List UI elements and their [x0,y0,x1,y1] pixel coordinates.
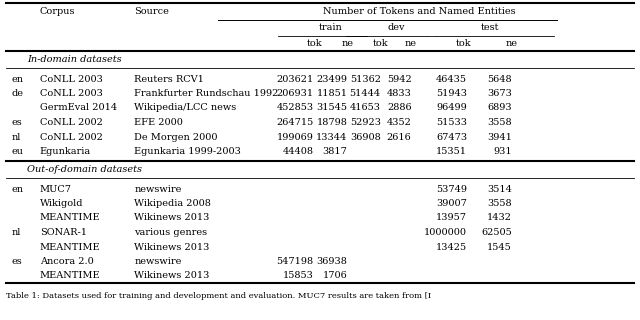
Text: MUC7: MUC7 [40,185,72,194]
Text: Source: Source [134,7,169,17]
Text: 51533: 51533 [436,118,467,127]
Text: MEANTIME: MEANTIME [40,243,100,252]
Text: ne: ne [404,38,416,47]
Text: 96499: 96499 [436,103,467,113]
Text: 547198: 547198 [276,257,314,266]
Text: 2886: 2886 [387,103,412,113]
Text: Wikinews 2013: Wikinews 2013 [134,243,210,252]
Text: 11851: 11851 [317,89,348,98]
Text: In-domain datasets: In-domain datasets [27,55,122,65]
Text: tok: tok [456,38,472,47]
Text: MEANTIME: MEANTIME [40,213,100,222]
Text: 3941: 3941 [487,132,512,141]
Text: 3817: 3817 [323,147,348,156]
Text: ne: ne [342,38,354,47]
Text: 452853: 452853 [276,103,314,113]
Text: 13425: 13425 [436,243,467,252]
Text: 15351: 15351 [436,147,467,156]
Text: 1432: 1432 [487,213,512,222]
Text: en: en [12,185,24,194]
Text: Out-of-domain datasets: Out-of-domain datasets [27,165,142,174]
Text: 6893: 6893 [488,103,512,113]
Text: de: de [12,89,24,98]
Text: various genres: various genres [134,228,207,237]
Text: 3514: 3514 [487,185,512,194]
Text: Wikinews 2013: Wikinews 2013 [134,271,210,281]
Text: Wikipedia/LCC news: Wikipedia/LCC news [134,103,237,113]
Text: 36938: 36938 [317,257,348,266]
Text: 53749: 53749 [436,185,467,194]
Text: 4352: 4352 [387,118,412,127]
Text: EFE 2000: EFE 2000 [134,118,183,127]
Text: Wikigold: Wikigold [40,199,83,208]
Text: dev: dev [387,23,405,33]
Text: 4833: 4833 [387,89,412,98]
Text: CoNLL 2002: CoNLL 2002 [40,118,102,127]
Text: tok: tok [372,38,388,47]
Text: 52923: 52923 [350,118,381,127]
Text: GermEval 2014: GermEval 2014 [40,103,117,113]
Text: 51444: 51444 [349,89,381,98]
Text: 199069: 199069 [276,132,314,141]
Text: 206931: 206931 [276,89,314,98]
Text: Corpus: Corpus [40,7,75,17]
Text: Egunkaria 1999-2003: Egunkaria 1999-2003 [134,147,241,156]
Text: newswire: newswire [134,185,182,194]
Text: 44408: 44408 [283,147,314,156]
Text: tok: tok [307,38,323,47]
Text: 46435: 46435 [436,75,467,84]
Text: 1545: 1545 [487,243,512,252]
Text: es: es [12,257,22,266]
Text: Table 1: Datasets used for training and development and evaluation. MUC7 results: Table 1: Datasets used for training and … [6,292,431,300]
Text: 1000000: 1000000 [424,228,467,237]
Text: MEANTIME: MEANTIME [40,271,100,281]
Text: 3558: 3558 [488,199,512,208]
Text: ne: ne [506,38,518,47]
Text: nl: nl [12,228,21,237]
Text: 3673: 3673 [487,89,512,98]
Text: 51362: 51362 [350,75,381,84]
Text: 67473: 67473 [436,132,467,141]
Text: Ancora 2.0: Ancora 2.0 [40,257,93,266]
Text: 2616: 2616 [387,132,412,141]
Text: eu: eu [12,147,24,156]
Text: 5942: 5942 [387,75,412,84]
Text: Wikinews 2013: Wikinews 2013 [134,213,210,222]
Text: 62505: 62505 [481,228,512,237]
Text: newswire: newswire [134,257,182,266]
Text: De Morgen 2000: De Morgen 2000 [134,132,218,141]
Text: 264715: 264715 [276,118,314,127]
Text: 1706: 1706 [323,271,348,281]
Text: train: train [319,23,342,33]
Text: SONAR-1: SONAR-1 [40,228,86,237]
Text: 18798: 18798 [317,118,348,127]
Text: 41653: 41653 [350,103,381,113]
Text: es: es [12,118,22,127]
Text: nl: nl [12,132,21,141]
Text: en: en [12,75,24,84]
Text: Number of Tokens and Named Entities: Number of Tokens and Named Entities [323,7,515,17]
Text: 51943: 51943 [436,89,467,98]
Text: 15853: 15853 [283,271,314,281]
Text: 31545: 31545 [317,103,348,113]
Text: 5648: 5648 [488,75,512,84]
Text: 203621: 203621 [276,75,314,84]
Text: Reuters RCV1: Reuters RCV1 [134,75,204,84]
Text: CoNLL 2003: CoNLL 2003 [40,89,102,98]
Text: 36908: 36908 [350,132,381,141]
Text: Egunkaria: Egunkaria [40,147,91,156]
Text: 23499: 23499 [317,75,348,84]
Text: CoNLL 2002: CoNLL 2002 [40,132,102,141]
Text: Frankfurter Rundschau 1992: Frankfurter Rundschau 1992 [134,89,279,98]
Text: test: test [481,23,499,33]
Text: 39007: 39007 [436,199,467,208]
Text: Wikipedia 2008: Wikipedia 2008 [134,199,211,208]
Text: CoNLL 2003: CoNLL 2003 [40,75,102,84]
Text: 3558: 3558 [488,118,512,127]
Text: 931: 931 [493,147,512,156]
Text: 13957: 13957 [436,213,467,222]
Text: 13344: 13344 [316,132,348,141]
